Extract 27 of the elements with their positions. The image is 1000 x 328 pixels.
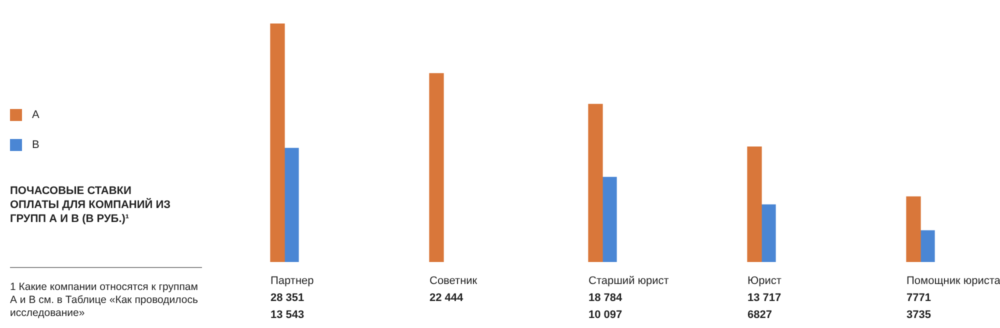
bar — [588, 104, 603, 262]
bar — [761, 204, 776, 262]
data-label: 6827 — [748, 309, 772, 322]
data-label: 22 444 — [430, 292, 464, 304]
data-label: 3735 — [906, 309, 931, 322]
bar — [747, 146, 762, 262]
bar — [429, 73, 444, 262]
bar — [284, 148, 299, 262]
data-label: 7771 — [906, 292, 931, 304]
bar — [920, 230, 935, 262]
x-tick-label: Партнер — [270, 275, 314, 288]
x-tick-label: Помощник юриста — [906, 275, 1000, 288]
data-label: 10 097 — [588, 309, 622, 322]
legend-label: В — [32, 139, 40, 151]
bar — [602, 176, 617, 262]
data-label: 18 784 — [588, 292, 624, 304]
x-tick-label: Старший юрист — [588, 275, 669, 288]
legend-label: А — [32, 109, 40, 121]
data-label: 28 351 — [270, 292, 304, 304]
x-tick-label: Советник — [430, 275, 478, 288]
data-label: 13 717 — [748, 292, 782, 304]
bar — [906, 196, 921, 262]
text: ПОЧАСОВЫЕ СТАВКИ ОПЛАТЫ ДЛЯ КОМПАНИЙ ИЗ ГРУПП А И В (В РУБ.)¹ — [10, 184, 172, 226]
bar — [270, 24, 285, 262]
text: 1 Какие компании относятся к группам А и В см. в Таблице «Как проводилось исследование» — [10, 281, 199, 320]
x-tick-label: Юрист — [748, 275, 782, 288]
data-label: 13 543 — [270, 309, 304, 322]
